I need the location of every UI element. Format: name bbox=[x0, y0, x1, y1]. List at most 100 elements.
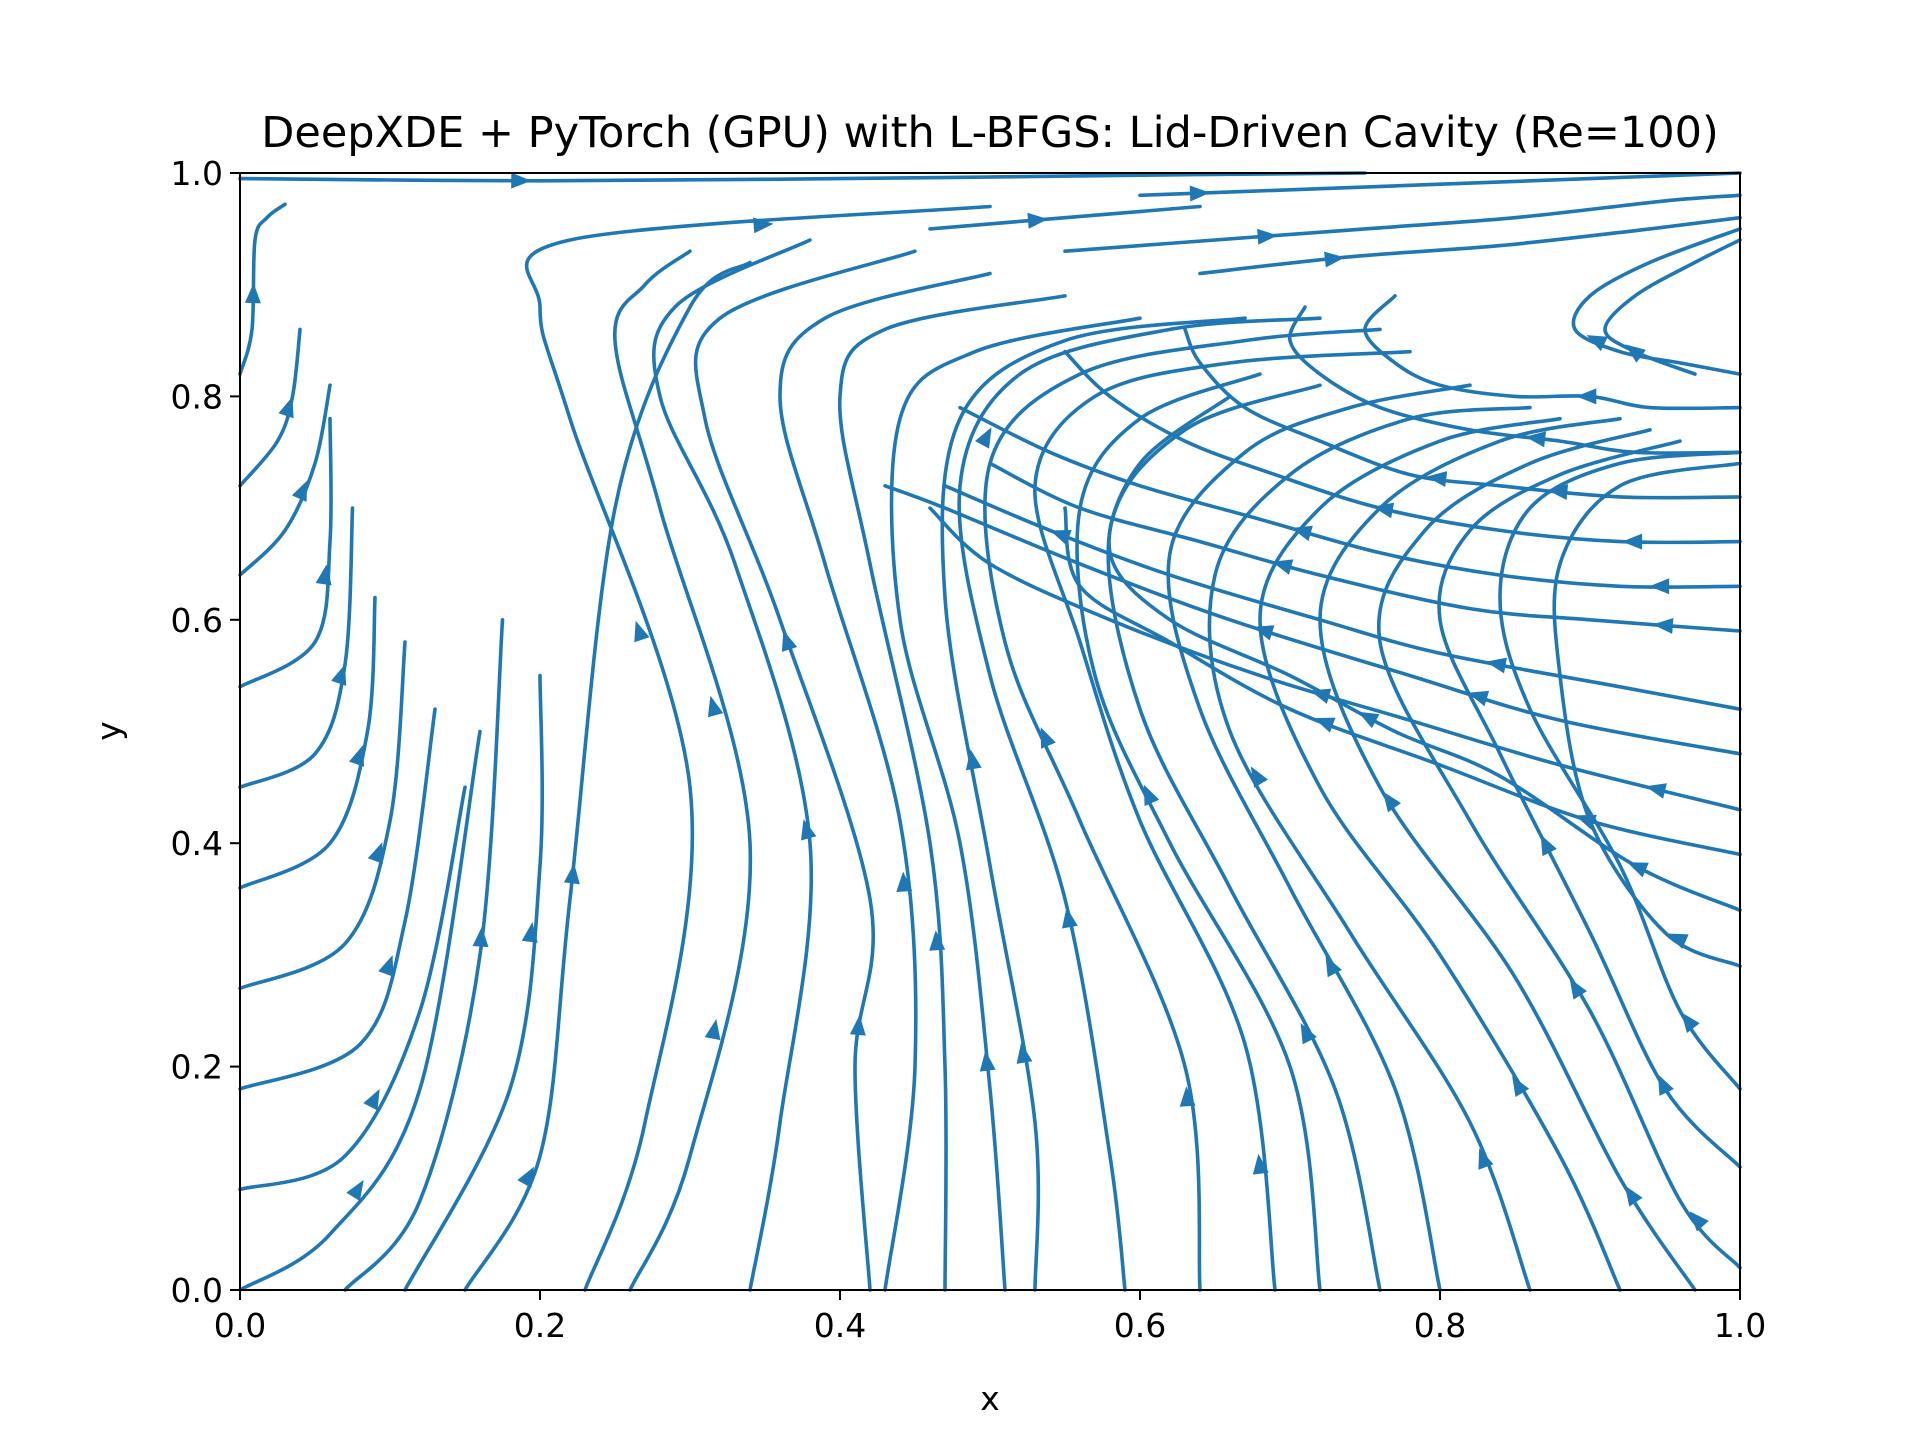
streamline-arrow bbox=[367, 842, 383, 864]
streamline-arrow bbox=[1250, 766, 1268, 788]
streamline bbox=[238, 595, 377, 890]
streamline-arrow bbox=[1062, 907, 1078, 929]
streamlines bbox=[238, 171, 1742, 1292]
streamline bbox=[889, 316, 1142, 1292]
streamline-arrow bbox=[563, 863, 580, 885]
streamline-arrow bbox=[1478, 1148, 1494, 1170]
streamline bbox=[928, 506, 1742, 812]
x-tick-label: 0.4 bbox=[814, 1306, 866, 1345]
streamline-arrow bbox=[349, 745, 365, 767]
streamline bbox=[238, 171, 1367, 183]
x-tick-label: 1.0 bbox=[1714, 1306, 1766, 1345]
streamline-arrow bbox=[849, 1015, 866, 1036]
streamline bbox=[940, 316, 1247, 1292]
streamline-arrow bbox=[1667, 933, 1689, 949]
streamline-arrow bbox=[1540, 834, 1557, 857]
streamline-arrow bbox=[1652, 618, 1674, 634]
streamline-arrow bbox=[1625, 344, 1646, 363]
streamline bbox=[238, 506, 355, 790]
streamline-arrow bbox=[1586, 335, 1608, 352]
streamline bbox=[463, 260, 752, 1292]
streamline bbox=[983, 327, 1382, 1292]
y-tick-label: 0.4 bbox=[171, 824, 223, 863]
streamline-arrow bbox=[1358, 711, 1380, 729]
streamline-arrow bbox=[1257, 228, 1278, 245]
streamline-arrow bbox=[244, 283, 261, 304]
streamline-arrow bbox=[1624, 1185, 1643, 1207]
streamline-arrow bbox=[1525, 431, 1547, 448]
streamline-arrow bbox=[1189, 185, 1210, 202]
streamline-arrow bbox=[278, 396, 294, 419]
streamline-arrow bbox=[1143, 784, 1160, 807]
streamline-arrow bbox=[929, 930, 946, 951]
plot-frame bbox=[239, 172, 1741, 1291]
streamline-arrow bbox=[1576, 388, 1597, 405]
streamline bbox=[1198, 215, 1742, 276]
streamline-arrow bbox=[801, 819, 817, 841]
streamline-arrow bbox=[975, 427, 992, 449]
streamline bbox=[837, 294, 1067, 1292]
streamline bbox=[1033, 349, 1412, 1292]
streamline bbox=[1437, 439, 1742, 1169]
streamline bbox=[238, 640, 407, 991]
streamline-arrow bbox=[1512, 1075, 1530, 1097]
streamline bbox=[1183, 327, 1742, 500]
streamline-arrow bbox=[1575, 814, 1597, 830]
streamline bbox=[524, 204, 992, 1292]
streamline-arrow bbox=[704, 1019, 721, 1041]
streamline bbox=[1166, 383, 1472, 1292]
y-tick-label: 0.8 bbox=[171, 377, 223, 416]
streamline-arrow bbox=[291, 480, 308, 502]
streamline-arrow bbox=[965, 749, 982, 771]
streamline bbox=[238, 729, 482, 1292]
streamline bbox=[238, 416, 333, 689]
y-axis-ticks: 0.0 0.2 0.4 0.6 0.8 1.0 bbox=[171, 154, 240, 1310]
streamline bbox=[1288, 305, 1742, 455]
streamline-arrow bbox=[1016, 1042, 1033, 1064]
streamline-arrow bbox=[1382, 791, 1401, 813]
x-axis-label: x bbox=[980, 1379, 1000, 1418]
streamline-arrow bbox=[1325, 955, 1342, 978]
streamline-arrow bbox=[331, 664, 347, 686]
x-tick-label: 0.0 bbox=[214, 1306, 266, 1345]
streamline bbox=[957, 316, 1322, 1292]
streamline-arrow bbox=[1300, 1023, 1317, 1045]
streamline bbox=[1075, 372, 1322, 1292]
streamline bbox=[1258, 416, 1622, 1292]
streamline-arrow bbox=[1569, 978, 1587, 1000]
streamline bbox=[238, 327, 302, 488]
streamline bbox=[1603, 238, 1742, 376]
streamline-arrow bbox=[1309, 688, 1332, 704]
streamline-arrow bbox=[1314, 717, 1336, 733]
streamline bbox=[1138, 171, 1742, 198]
streamline-arrow bbox=[1179, 1086, 1196, 1107]
x-tick-label: 0.2 bbox=[514, 1306, 566, 1345]
streamline-arrow bbox=[707, 695, 724, 718]
streamline-arrow bbox=[363, 1089, 380, 1111]
streamline bbox=[988, 461, 1742, 633]
streamline-arrow bbox=[1485, 657, 1507, 674]
streamline-arrow bbox=[511, 172, 532, 189]
streamline bbox=[1107, 394, 1742, 912]
streamline-arrow bbox=[1040, 727, 1056, 749]
streamline-arrow bbox=[517, 1166, 535, 1188]
y-tick-label: 1.0 bbox=[171, 154, 223, 193]
streamline bbox=[651, 238, 814, 1292]
streamline-arrow bbox=[1291, 525, 1313, 542]
streamline-arrow bbox=[1253, 625, 1275, 641]
streamline-arrow bbox=[979, 1050, 996, 1072]
streamline bbox=[958, 405, 1742, 589]
streamline-arrow bbox=[315, 564, 332, 586]
streamline-arrow bbox=[1252, 1153, 1269, 1175]
streamline bbox=[403, 673, 545, 1292]
streamline-arrow bbox=[1689, 1211, 1709, 1232]
streamline-arrow bbox=[1426, 471, 1448, 487]
x-axis-ticks: 0.0 0.2 0.4 0.6 0.8 1.0 bbox=[214, 1290, 1766, 1345]
streamline-arrow bbox=[346, 1179, 364, 1202]
chart-title: DeepXDE + PyTorch (GPU) with L-BFGS: Lid… bbox=[261, 108, 1718, 158]
streamline-arrow bbox=[1027, 212, 1048, 229]
streamline-arrow bbox=[1681, 1012, 1700, 1033]
y-axis-label: y bbox=[89, 721, 128, 741]
streamline bbox=[1207, 405, 1532, 1292]
streamline-arrow bbox=[521, 922, 538, 943]
